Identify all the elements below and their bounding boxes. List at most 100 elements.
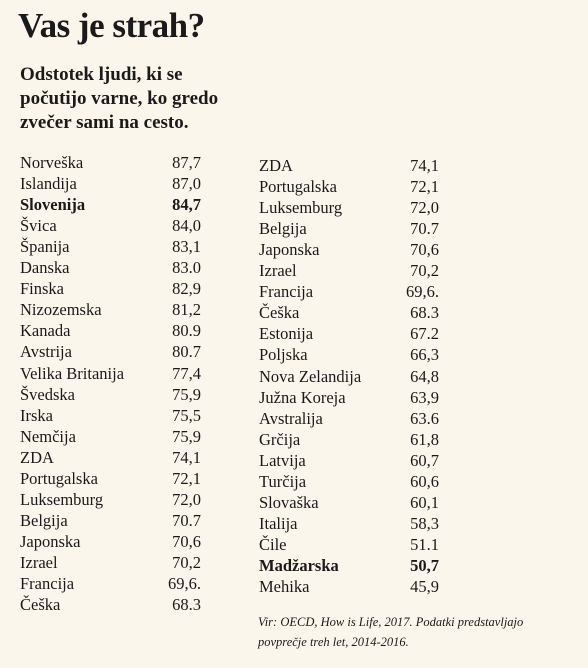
table-row: Latvija 60,7 — [259, 450, 439, 471]
percent-value: 67.2 — [410, 324, 439, 344]
percent-value: 82,9 — [172, 279, 201, 299]
table-row: Danska 83.0 — [20, 257, 201, 278]
table-row: Slovenija 84,7 — [20, 194, 201, 215]
country-name: Francija — [20, 574, 75, 593]
country-name: Luksemburg — [20, 489, 104, 509]
source-note: Vir: OECD, How is Life, 2017. Podatki pr… — [258, 615, 524, 629]
country-name: Češka — [20, 595, 61, 615]
percent-value: 77,4 — [172, 363, 201, 383]
percent-value: 80.9 — [172, 321, 201, 341]
percent-value: 83.0 — [172, 258, 201, 278]
country-name: Španija — [20, 237, 70, 257]
percent-value: 60,7 — [410, 450, 439, 470]
table-row: Belgija 70.7 — [20, 510, 201, 531]
country-name: Belgija — [20, 510, 68, 530]
percent-value: 72,1 — [410, 177, 439, 197]
table-row: Madžarska 50,7 — [259, 555, 439, 576]
country-name: Francija — [259, 282, 314, 302]
percent-value: 84,7 — [172, 195, 201, 215]
percent-value: 51.1 — [410, 534, 439, 554]
source-note: povprečje treh let, 2014-2016. — [258, 635, 409, 649]
percent-value: 63,9 — [410, 387, 439, 407]
country-name: Estonija — [259, 324, 314, 344]
percent-value: 75,9 — [172, 384, 201, 404]
percent-value: 63.6 — [410, 408, 439, 428]
subtitle: zvečer sami na cesto. — [20, 112, 189, 133]
table-row: Luksemburg 72,0 — [20, 489, 201, 510]
table-row: Čile 51.1 — [259, 534, 439, 555]
table-row: Izrael 70,2 — [20, 552, 201, 573]
table-row: Nova Zelandija 64,8 — [259, 366, 439, 387]
table-row: Kanada 80.9 — [20, 320, 201, 341]
country-name: Finska — [20, 279, 65, 299]
table-row: Južna Koreja 63,9 — [259, 387, 439, 408]
country-name: Švica — [20, 216, 57, 236]
percent-value: 81,2 — [172, 300, 201, 320]
country-name: Nemčija — [20, 426, 76, 446]
country-name: Avstrija — [20, 342, 72, 362]
country-name: Švedska — [20, 384, 75, 404]
table-row: Francija 69,6. — [20, 573, 201, 594]
percent-value: 60,1 — [410, 492, 439, 512]
country-name: Mehika — [259, 577, 310, 596]
percent-value: 58,3 — [410, 513, 439, 533]
country-name: Izrael — [259, 261, 297, 281]
table-row: Japonska 70,6 — [259, 239, 439, 260]
percent-value: 50,7 — [410, 555, 439, 575]
table-row: ZDA 74,1 — [20, 447, 201, 468]
table-row: Nemčija 75,9 — [20, 426, 201, 447]
subtitle: počutijo varne, ko gredo — [20, 88, 219, 109]
country-name: Latvija — [259, 450, 306, 470]
percent-value: 72,0 — [172, 489, 201, 509]
table-row: Irska 75,5 — [20, 405, 201, 426]
country-name: Japonska — [259, 240, 320, 260]
table-row: Portugalska 72,1 — [20, 468, 201, 489]
percent-value: 87,7 — [172, 153, 201, 172]
percent-value: 84,0 — [172, 216, 201, 236]
country-name: Portugalska — [20, 468, 98, 488]
percent-value: 72,1 — [172, 468, 201, 488]
country-name: Danska — [20, 258, 70, 278]
percent-value: 70.7 — [410, 219, 439, 239]
country-name: Kanada — [20, 321, 71, 341]
percent-value: 70,6 — [172, 531, 201, 551]
table-row: Francija 69,6. — [259, 281, 439, 302]
table-row: ZDA 74,1 — [259, 155, 439, 176]
table-row: Finska 82,9 — [20, 278, 201, 299]
percent-value: 74,1 — [172, 447, 201, 467]
country-name: Slovenija — [20, 195, 86, 215]
country-name: Islandija — [20, 174, 77, 194]
percent-value: 70,2 — [172, 552, 201, 572]
country-name: Izrael — [20, 552, 58, 572]
table-row: Portugalska 72,1 — [259, 176, 439, 197]
country-name: Češka — [259, 303, 300, 323]
country-name: Avstralija — [259, 408, 323, 428]
country-name: Nizozemska — [20, 300, 102, 320]
table-row: Španija 83,1 — [20, 236, 201, 257]
country-name: Japonska — [20, 531, 81, 551]
country-name: Belgija — [259, 219, 307, 239]
percent-value: 69,6. — [406, 282, 439, 302]
percent-value: 64,8 — [410, 366, 439, 386]
country-name: ZDA — [259, 156, 293, 175]
percent-value: 45,9 — [410, 577, 439, 596]
table-row: Izrael 70,2 — [259, 260, 439, 281]
table-row: Češka 68.3 — [20, 594, 201, 615]
table-row: Norveška 87,7 — [20, 152, 201, 173]
table-row: Luksemburg 72,0 — [259, 197, 439, 218]
country-name: Turčija — [259, 471, 307, 491]
country-name: Portugalska — [259, 177, 337, 197]
country-name: ZDA — [20, 447, 54, 467]
table-row: Italija 58,3 — [259, 513, 439, 534]
percent-value: 72,0 — [410, 198, 439, 218]
percent-value: 68.3 — [410, 303, 439, 323]
country-name: Južna Koreja — [259, 387, 346, 407]
country-name: Slovaška — [259, 492, 319, 512]
country-name: Irska — [20, 405, 53, 425]
country-name: Čile — [259, 534, 287, 554]
table-row: Češka 68.3 — [259, 302, 439, 323]
country-name: Grčija — [259, 429, 301, 449]
table-row: Mehika 45,9 — [259, 576, 439, 597]
table-row: Nizozemska 81,2 — [20, 299, 201, 320]
table-row: Velika Britanija 77,4 — [20, 363, 201, 384]
